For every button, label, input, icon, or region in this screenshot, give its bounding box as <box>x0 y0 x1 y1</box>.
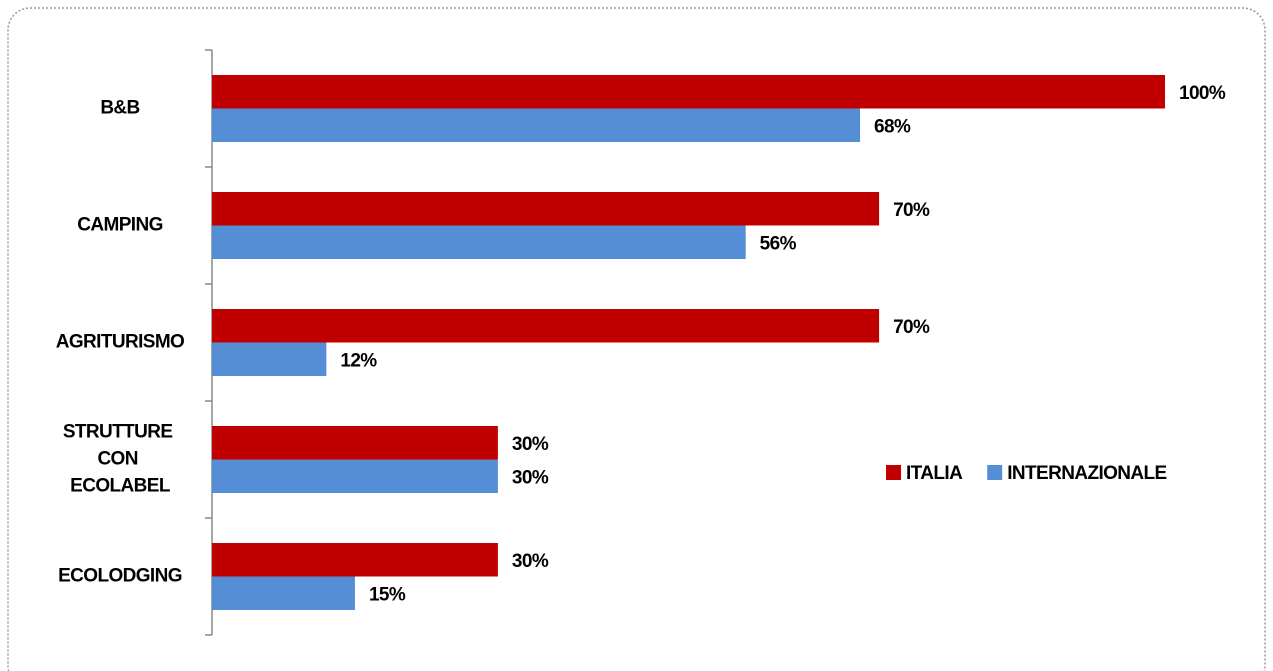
frame <box>7 7 1266 671</box>
data-label: 70% <box>893 200 930 221</box>
y-tick-label: B&B <box>100 98 139 119</box>
bar <box>212 309 880 343</box>
data-label: 30% <box>512 434 549 455</box>
bar <box>212 75 1165 109</box>
data-label: 15% <box>369 584 406 605</box>
y-tick-label: ECOLODGING <box>58 566 182 587</box>
legend-swatch <box>886 465 901 480</box>
data-label: 68% <box>874 116 911 137</box>
bar <box>212 192 880 226</box>
data-label: 30% <box>512 551 549 572</box>
data-label: 100% <box>1179 83 1226 104</box>
data-label: 56% <box>760 233 797 254</box>
bar <box>212 108 861 142</box>
bar <box>212 225 746 259</box>
bar <box>212 459 498 493</box>
y-tick-label: CAMPING <box>77 215 163 236</box>
y-tick-label: STRUTTURE CON ECOLABEL <box>63 422 177 497</box>
bar <box>212 576 355 610</box>
bar <box>212 543 498 577</box>
legend-swatch <box>987 465 1003 480</box>
bar <box>212 426 498 460</box>
legend-label: INTERNAZIONALE <box>1007 463 1166 484</box>
y-tick-label: AGRITURISMO <box>56 332 185 353</box>
data-label: 70% <box>893 317 930 338</box>
data-label: 30% <box>512 467 549 488</box>
data-label: 12% <box>340 350 377 371</box>
legend-label: ITALIA <box>906 463 963 484</box>
bar <box>212 342 327 376</box>
